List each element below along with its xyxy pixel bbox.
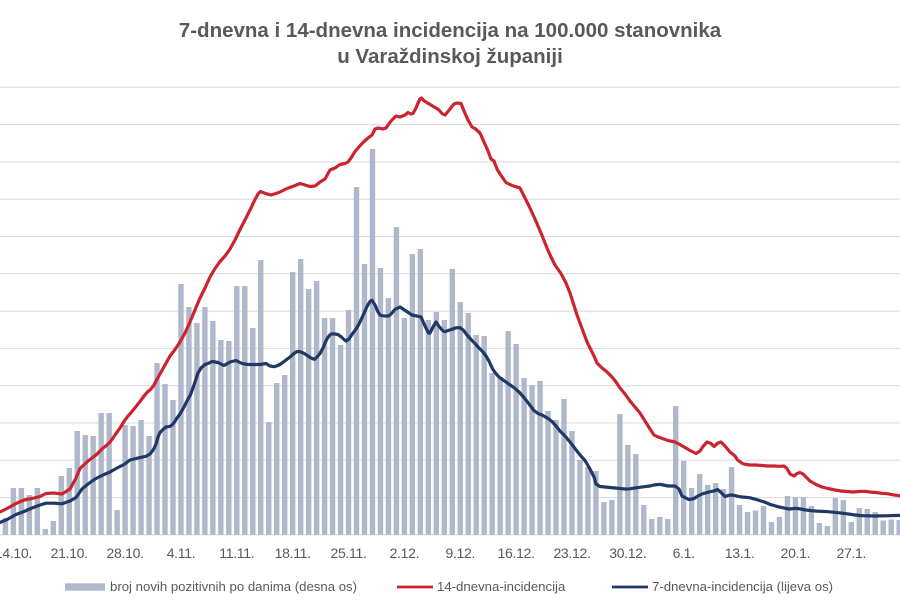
svg-text:4.11.: 4.11. <box>167 545 196 561</box>
svg-text:25.11.: 25.11. <box>330 545 366 561</box>
svg-text:u Varaždinskoj županiji: u Varaždinskoj županiji <box>337 45 563 68</box>
svg-text:7-dnevna i 14-dnevna incidenci: 7-dnevna i 14-dnevna incidencija na 100.… <box>179 19 722 42</box>
svg-text:28.10.: 28.10. <box>107 545 144 561</box>
svg-text:21.10.: 21.10. <box>51 545 88 561</box>
svg-text:14-dnevna-incidencija: 14-dnevna-incidencija <box>437 579 566 594</box>
svg-text:13.1.: 13.1. <box>725 545 755 561</box>
svg-text:14.10.: 14.10. <box>0 545 32 561</box>
svg-text:2.12.: 2.12. <box>390 545 420 561</box>
svg-text:27.1.: 27.1. <box>836 545 866 561</box>
svg-text:11.11.: 11.11. <box>219 545 254 561</box>
svg-text:23.12.: 23.12. <box>553 545 590 561</box>
svg-text:30.12.: 30.12. <box>609 545 646 561</box>
svg-text:broj novih pozitivnih po danim: broj novih pozitivnih po danima (desna o… <box>110 579 357 594</box>
svg-text:6.1.: 6.1. <box>673 545 695 561</box>
svg-text:7-dnevna-incidencija (lijeva o: 7-dnevna-incidencija (lijeva os) <box>652 579 833 594</box>
svg-text:20.1.: 20.1. <box>781 545 811 561</box>
svg-text:9.12.: 9.12. <box>445 545 475 561</box>
svg-text:16.12.: 16.12. <box>498 545 535 561</box>
svg-text:18.11.: 18.11. <box>275 545 311 561</box>
